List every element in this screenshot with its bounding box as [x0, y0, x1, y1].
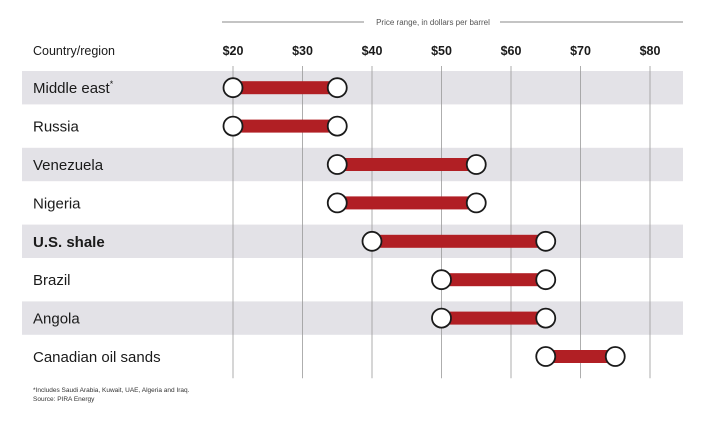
- tick-label: $30: [292, 44, 313, 58]
- range-bar: [441, 273, 546, 287]
- range-high-marker: [535, 269, 557, 291]
- row-band: [22, 301, 683, 335]
- range-low-marker: [431, 307, 452, 329]
- range-high-marker: [465, 192, 487, 214]
- range-bar: [441, 311, 546, 325]
- axis-title: Price range, in dollars per barrel: [376, 18, 490, 27]
- row-labels: Middle east* Russia Venezuela Nigeria U.S. s…: [33, 79, 161, 366]
- footnote-includes: *Includes Saudi Arabia, Kuwait, UAE, Alg…: [33, 387, 190, 394]
- range-high-marker: [535, 230, 557, 252]
- range-low-marker: [326, 192, 348, 214]
- row-label: Middle east*: [33, 79, 114, 97]
- range-high-marker: [326, 115, 348, 137]
- range-low-marker: [222, 115, 244, 137]
- row-label: Angola: [33, 311, 80, 328]
- row-label: Russia: [33, 119, 80, 136]
- footnote-marker: *: [110, 79, 114, 89]
- range-low-marker: [326, 154, 348, 175]
- range-high-marker: [535, 307, 557, 329]
- tick-label: $20: [223, 44, 244, 58]
- range-bar: [337, 196, 477, 210]
- tick-label: $50: [431, 44, 452, 58]
- range-bar: [233, 81, 338, 95]
- category-header: Country/region: [33, 44, 115, 58]
- range-bar: [233, 119, 338, 133]
- tick-label: $70: [570, 44, 591, 58]
- row-bands: [22, 71, 683, 335]
- row-label: Venezuela: [33, 157, 104, 174]
- range-high-marker: [604, 346, 626, 367]
- range-low-marker: [222, 77, 244, 99]
- row-band: [22, 224, 683, 258]
- range-bar: [545, 350, 616, 363]
- row-label: Canadian oil sands: [33, 349, 161, 366]
- row-label: Nigeria: [33, 195, 81, 212]
- tick-label: $80: [640, 44, 661, 58]
- tick-labels: $20 $30 $40 $50 $60 $70 $80: [223, 44, 661, 58]
- row-label: U.S. shale: [33, 234, 105, 251]
- tick-label: $40: [362, 44, 383, 58]
- range-low-marker: [361, 230, 383, 252]
- range-low-marker: [431, 269, 452, 291]
- range-bar: [372, 234, 546, 248]
- row-band: [22, 71, 683, 105]
- range-bar: [337, 158, 477, 171]
- range-markers: [222, 77, 626, 367]
- footnote-source: Source: PIRA Energy: [33, 396, 95, 403]
- range-high-marker: [326, 77, 348, 99]
- tick-label: $60: [501, 44, 522, 58]
- range-low-marker: [535, 346, 557, 367]
- range-high-marker: [465, 154, 487, 175]
- gridlines: [232, 66, 651, 379]
- row-label: Brazil: [33, 272, 71, 289]
- range-bars: [233, 81, 616, 363]
